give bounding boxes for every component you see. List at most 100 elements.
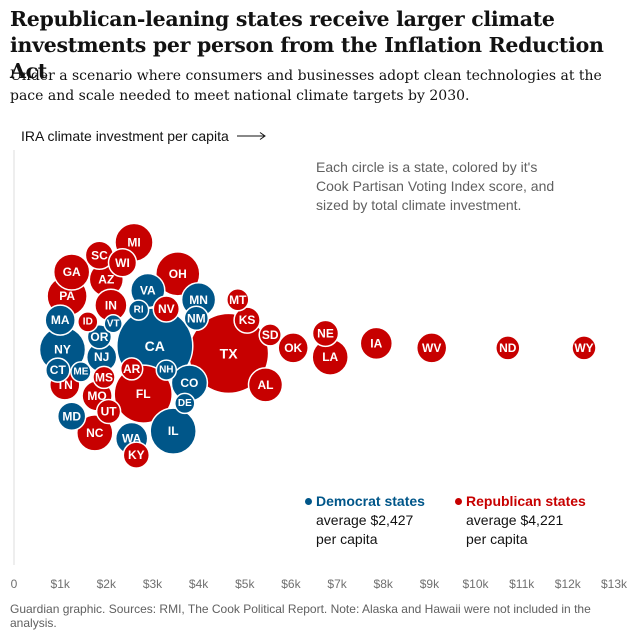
state-circle: [95, 398, 122, 425]
state-label: KS: [239, 313, 256, 327]
bubbles-layer: TXCAFLNYILOHPAMICOGANCLAVAMNAZALWAINIANJ…: [38, 222, 597, 469]
legend-democrat: Democrat states average $2,427 per capit…: [305, 492, 425, 549]
state-label: CA: [145, 338, 165, 354]
state-circle: [155, 251, 201, 297]
state-label: LA: [322, 350, 338, 364]
state-bubble-wi: WI: [107, 248, 138, 278]
state-bubble-ms: MS: [92, 365, 116, 390]
state-bubble-ok: OK: [277, 332, 309, 364]
state-circle: [45, 357, 71, 383]
state-label: MT: [229, 293, 247, 307]
legend-republican-unit: per capita: [466, 531, 528, 547]
state-label: ID: [83, 316, 93, 327]
state-label: IA: [370, 336, 382, 350]
state-bubble-ar: AR: [119, 357, 144, 381]
arrow-right-icon: [236, 132, 266, 140]
state-circle: [70, 361, 92, 383]
state-circle: [174, 392, 196, 415]
state-bubble-ne: NE: [311, 319, 340, 348]
state-circle: [155, 359, 178, 381]
state-label: TX: [220, 345, 239, 361]
state-label: WY: [574, 341, 593, 355]
legend-republican-average: average $4,221: [466, 512, 564, 528]
state-label: OH: [169, 267, 187, 281]
state-bubble-wv: WV: [415, 332, 448, 364]
state-bubble-ga: GA: [52, 253, 91, 291]
state-label: AL: [258, 378, 274, 392]
state-circle: [277, 332, 309, 364]
x-tick-label: $9k: [420, 577, 440, 591]
x-tick-label: $2k: [97, 577, 117, 591]
state-label: MO: [87, 389, 106, 403]
state-label: PA: [59, 289, 75, 303]
state-label: MA: [51, 313, 70, 327]
state-label: SC: [91, 248, 108, 262]
state-bubble-ky: KY: [122, 441, 151, 469]
chart-title: Republican-leaning states receive larger…: [10, 7, 604, 83]
legend-republican-heading: Republican states: [455, 492, 586, 511]
x-tick-label: $13k: [601, 577, 628, 591]
state-circle: [258, 323, 282, 347]
legend-democrat-unit: per capita: [316, 531, 378, 547]
state-bubble-oh: OH: [155, 251, 201, 297]
state-label: NM: [187, 311, 206, 325]
state-label: NC: [86, 426, 104, 440]
state-label: NE: [317, 326, 334, 340]
state-circle: [76, 414, 114, 452]
state-circle: [127, 299, 150, 321]
state-label: IL: [168, 424, 179, 438]
x-axis-label: IRA climate investment per capita: [21, 128, 267, 144]
state-label: KY: [128, 448, 145, 462]
x-axis-ticks: 0 $1k $2k $3k $4k $5k $6k $7k $8k $9k $10k $11k $12k…: [11, 577, 628, 591]
state-circle: [103, 314, 123, 334]
state-label: SD: [262, 328, 279, 342]
state-circle: [495, 335, 521, 361]
state-circle: [247, 367, 284, 403]
state-circle: [311, 319, 340, 348]
state-bubble-nc: NC: [76, 414, 114, 452]
state-label: IN: [105, 298, 117, 312]
state-bubble-va: VA: [130, 272, 166, 309]
state-bubble-nd: ND: [495, 335, 521, 361]
state-circle: [571, 335, 597, 361]
state-bubble-nv: NV: [152, 295, 181, 323]
chart-subtitle: Under a scenario where consumers and bus…: [10, 68, 602, 104]
state-bubble-mt: MT: [226, 288, 250, 312]
state-bubble-id: ID: [77, 311, 99, 333]
state-circle: [149, 407, 197, 455]
state-circle: [92, 365, 116, 390]
state-bubble-vt: VT: [103, 314, 123, 334]
state-bubble-ia: IA: [359, 326, 394, 361]
x-tick-label: $5k: [235, 577, 255, 591]
state-circle: [77, 311, 99, 333]
state-bubble-ct: CT: [45, 357, 71, 383]
state-circle: [226, 288, 250, 312]
state-label: RI: [134, 305, 144, 316]
state-circle: [233, 306, 261, 334]
state-label: OR: [90, 330, 108, 344]
state-bubble-il: IL: [149, 407, 197, 455]
state-label: CT: [50, 363, 67, 377]
state-label: NH: [159, 365, 173, 376]
state-circle: [52, 253, 91, 291]
x-tick-label: $12k: [555, 577, 582, 591]
state-label: MD: [62, 409, 81, 423]
state-bubble-sc: SC: [84, 240, 115, 271]
state-label: VT: [107, 318, 120, 329]
state-label: NJ: [94, 350, 109, 364]
state-circle: [119, 357, 144, 381]
state-label: WI: [115, 256, 130, 270]
state-bubble-ut: UT: [95, 398, 122, 425]
state-label: AR: [123, 362, 141, 376]
legend-republican-label: Republican states: [466, 493, 586, 509]
x-tick-label: $4k: [189, 577, 209, 591]
state-bubble-nh: NH: [155, 359, 178, 381]
legend-democrat-average: average $2,427: [316, 512, 414, 528]
legend-democrat-label: Democrat states: [316, 493, 425, 509]
state-label: OK: [284, 341, 302, 355]
state-bubble-md: MD: [56, 401, 87, 432]
legend-republican: Republican states average $4,221 per cap…: [455, 492, 586, 549]
state-label: NV: [158, 302, 175, 316]
x-tick-label: $7k: [327, 577, 347, 591]
x-tick-label: 0: [11, 577, 18, 591]
